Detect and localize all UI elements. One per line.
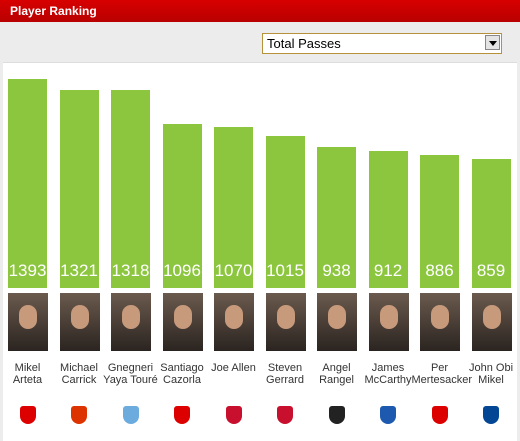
player-photo — [368, 293, 409, 351]
club-badge — [277, 406, 293, 424]
player-name: Michael Carrick — [60, 362, 98, 386]
player-photo — [471, 293, 512, 351]
bar — [368, 151, 408, 288]
value-label: 938 — [322, 261, 351, 280]
player-photo — [317, 293, 357, 351]
header: Player Ranking — [0, 0, 520, 22]
club-badge — [380, 406, 396, 424]
club-badge — [483, 406, 499, 424]
value-label: 912 — [373, 261, 403, 280]
bar — [214, 127, 253, 288]
club-badge — [122, 406, 139, 424]
club-badge — [174, 406, 190, 424]
player-name: Steven Gerrard — [266, 362, 304, 386]
player-name: John Obi Mikel — [468, 362, 514, 386]
value-label: 859 — [476, 261, 506, 280]
player-name: Gnegneri Yaya Touré — [103, 362, 158, 386]
bar — [420, 155, 459, 288]
bar — [471, 159, 511, 288]
bar — [265, 135, 305, 288]
player-name: Joe Allen — [211, 362, 256, 374]
club-badge — [71, 406, 87, 424]
value-label: 1318 — [111, 261, 150, 280]
header-title: Player Ranking — [10, 4, 97, 18]
value-label: 1070 — [214, 261, 253, 280]
player-photo — [162, 293, 203, 351]
club-badge — [225, 406, 242, 424]
bar — [8, 79, 47, 288]
bar — [111, 90, 150, 288]
player-photo — [420, 293, 460, 351]
player-photo — [265, 293, 306, 351]
player-name: Per Mertesacker — [411, 362, 473, 386]
value-label: 1393 — [8, 261, 47, 280]
club-badge — [19, 406, 36, 424]
dropdown-value: Total Passes — [267, 36, 341, 51]
player-photo — [59, 293, 100, 351]
value-label: 1015 — [266, 261, 304, 280]
player-photo — [214, 293, 254, 351]
player-name: Angel Rangel — [319, 362, 354, 386]
bar — [162, 123, 202, 288]
player-photo — [8, 293, 48, 351]
value-label: 1321 — [60, 261, 98, 280]
player-name: James McCarthy — [364, 362, 412, 386]
club-badge — [431, 406, 448, 424]
stat-dropdown[interactable]: Total Passes — [262, 33, 502, 54]
player-name: Santiago Cazorla — [160, 362, 204, 386]
player-name: Mikel Arteta — [12, 362, 43, 386]
value-label: 1096 — [163, 261, 201, 280]
bar — [59, 89, 99, 288]
bar — [317, 147, 356, 288]
club-badge — [328, 406, 345, 424]
dropdown-arrow[interactable] — [485, 35, 500, 50]
value-label: 886 — [425, 261, 454, 280]
player-photo — [111, 293, 151, 351]
chart-panel: 1393 Mikel Arteta 1321 Michael Carrick 1318 G… — [3, 62, 517, 441]
